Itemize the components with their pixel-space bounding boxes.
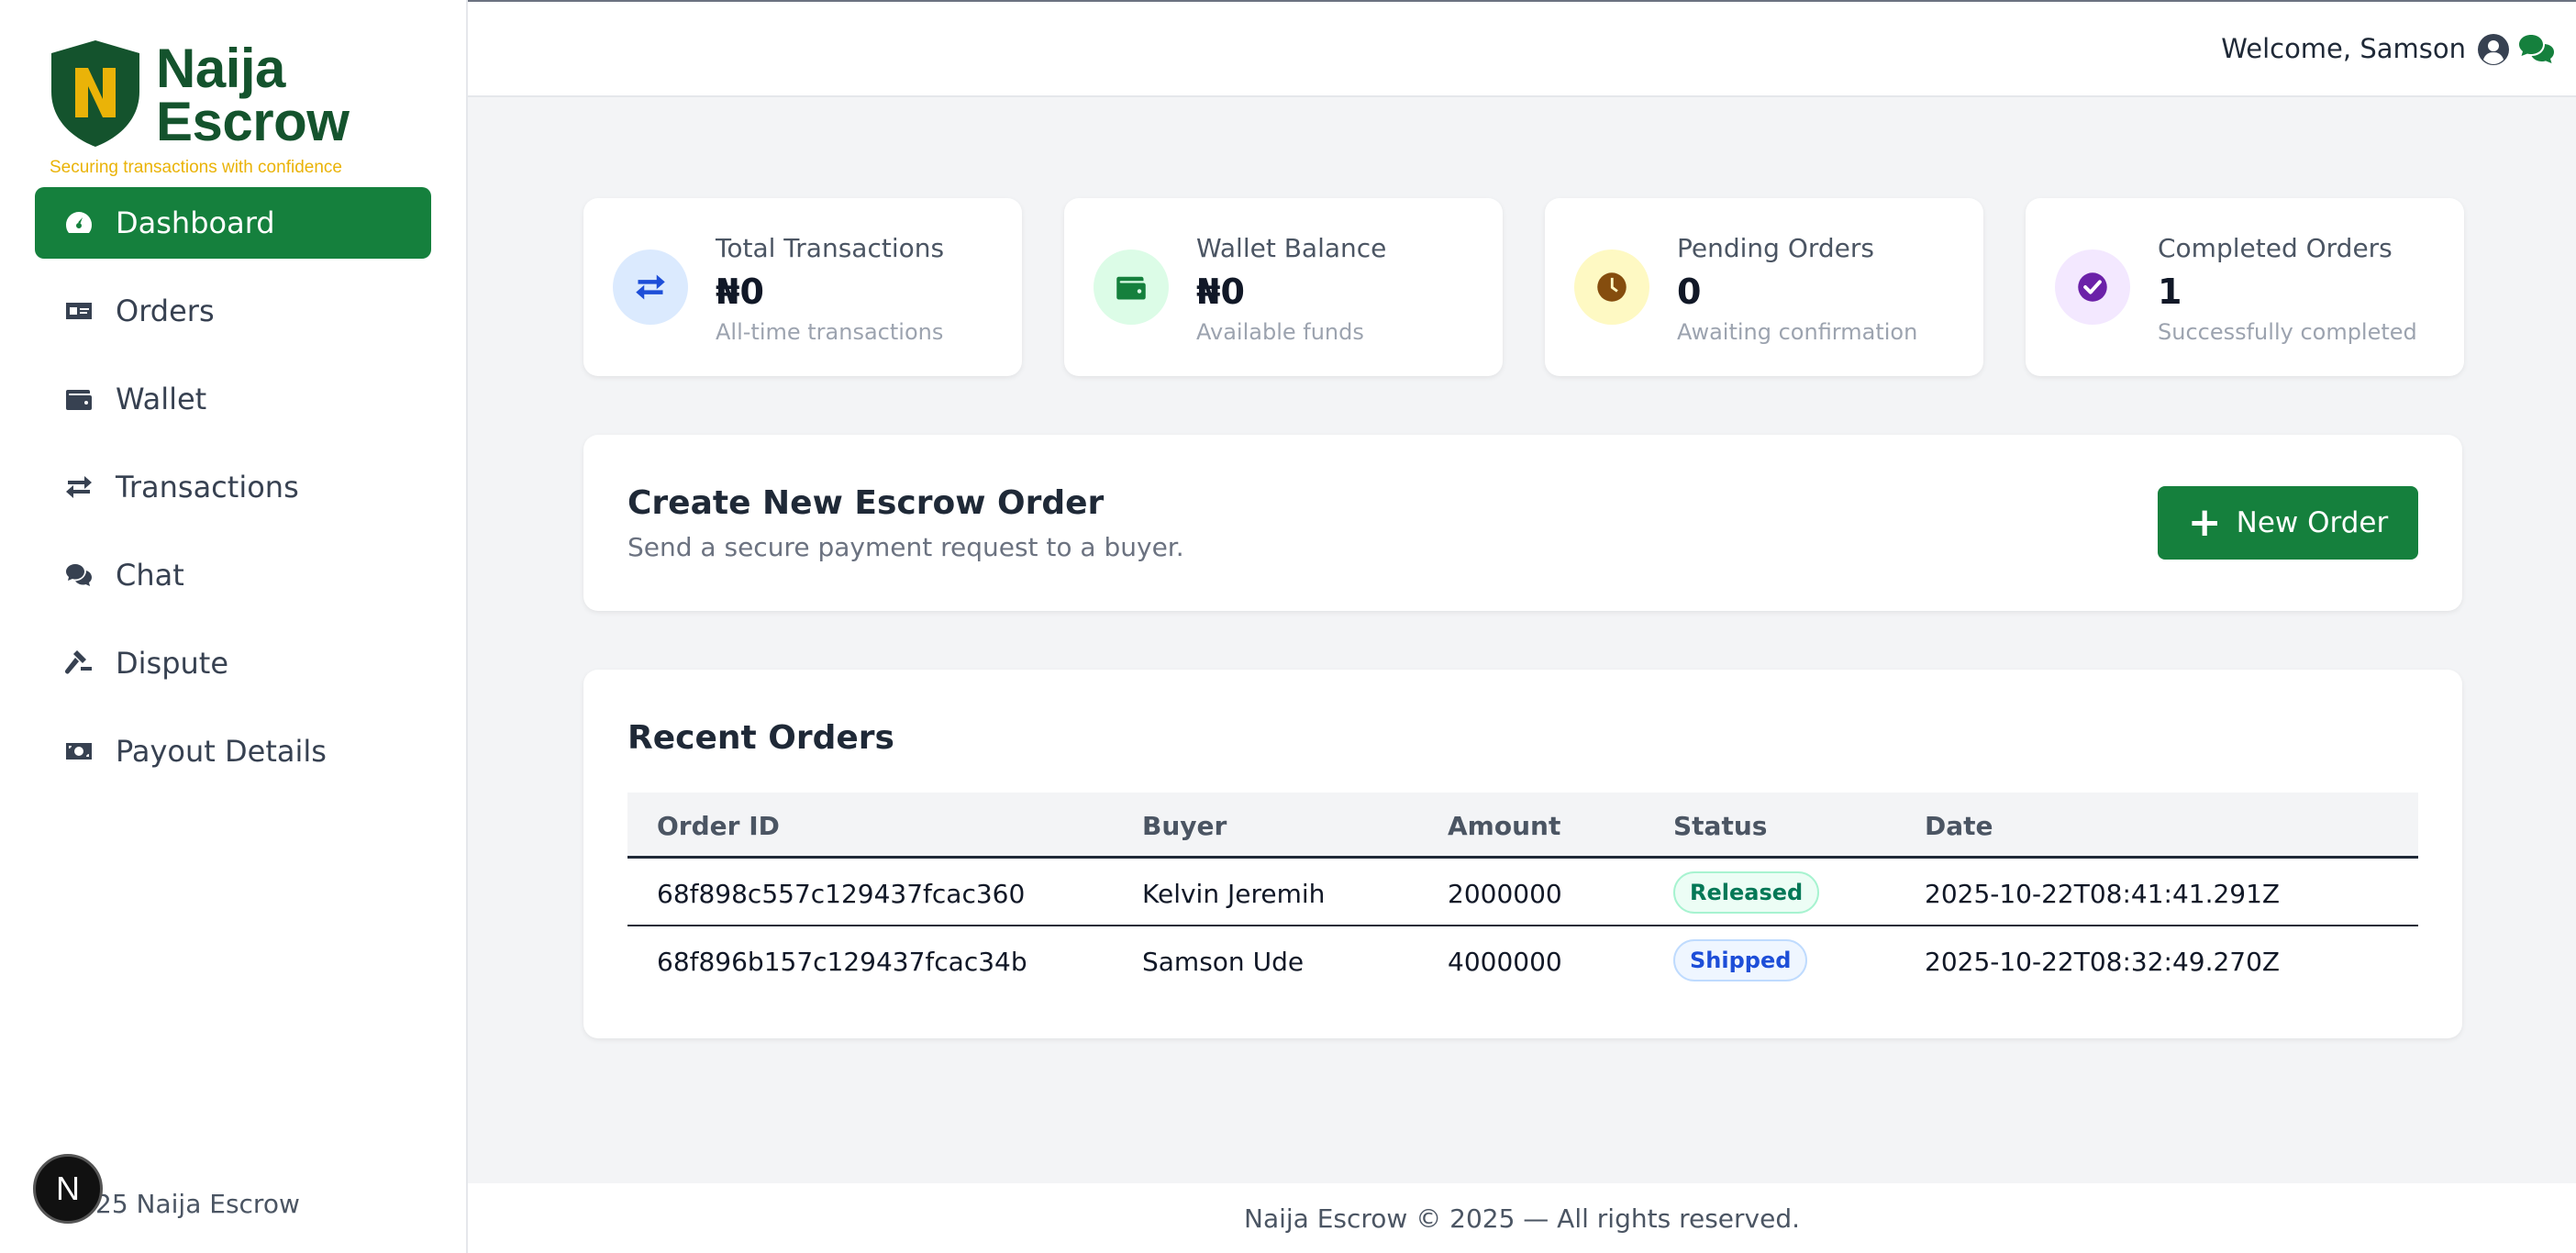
stat-title: Total Transactions — [716, 233, 945, 263]
create-order-subtitle: Send a secure payment request to a buyer… — [627, 532, 1184, 562]
sidebar-item-dashboard[interactable]: Dashboard — [35, 187, 431, 259]
shield-logo-icon — [51, 40, 139, 147]
order-id-cell: 68f898c557c129437fcac360 — [657, 879, 1026, 909]
status-badge: Released — [1673, 871, 1820, 914]
table-row[interactable]: 68f896b157c129437fcac34b Samson Ude 4000… — [627, 926, 2418, 994]
buyer-cell: Kelvin Jeremih — [1142, 879, 1326, 909]
top-bar: Welcome, Samson — [468, 0, 2576, 97]
stat-subtitle: Successfully completed — [2158, 319, 2417, 345]
brand-logo[interactable]: Naija Escrow Securing transactions with … — [48, 38, 433, 177]
stat-value: ₦0 — [1196, 272, 1245, 312]
comments-icon — [62, 559, 95, 592]
status-badge: Shipped — [1673, 939, 1808, 981]
recent-orders-table: Order ID Buyer Amount Status Date 68f898… — [627, 793, 2418, 994]
gauge-icon — [62, 206, 95, 239]
table-row[interactable]: 68f898c557c129437fcac360 Kelvin Jeremih … — [627, 859, 2418, 926]
welcome-text: Welcome, Samson — [2221, 33, 2466, 64]
date-cell: 2025-10-22T08:41:41.291Z — [1925, 879, 2281, 909]
table-header: Order ID Buyer Amount Status Date — [627, 793, 2418, 859]
new-order-button[interactable]: + New Order — [2158, 486, 2418, 560]
sidebar-item-transactions[interactable]: Transactions — [35, 451, 431, 523]
recent-orders-title: Recent Orders — [627, 719, 894, 757]
nextjs-dev-badge[interactable]: N — [33, 1154, 103, 1224]
stat-subtitle: Awaiting confirmation — [1677, 319, 1918, 345]
sidebar-item-label: Dashboard — [116, 205, 275, 240]
wallet-icon — [62, 383, 95, 416]
sidebar-item-label: Wallet — [116, 382, 207, 416]
wallet-icon — [1094, 249, 1169, 325]
sidebar-item-label: Chat — [116, 558, 184, 593]
column-header-date[interactable]: Date — [1925, 811, 1993, 841]
check-circle-icon — [2055, 249, 2130, 325]
gavel-icon — [62, 647, 95, 680]
money-check-icon — [62, 294, 95, 327]
plus-icon: + — [2187, 499, 2222, 546]
stat-card-pending-orders: Pending Orders 0 Awaiting confirmation — [1545, 198, 1983, 376]
column-header-status[interactable]: Status — [1673, 811, 1768, 841]
clock-icon — [1574, 249, 1649, 325]
stat-subtitle: All-time transactions — [716, 319, 944, 345]
recent-orders-card: Recent Orders Order ID Buyer Amount Stat… — [583, 670, 2462, 1038]
stat-value: ₦0 — [716, 272, 764, 312]
amount-cell: 4000000 — [1448, 947, 1562, 977]
sidebar: Naija Escrow Securing transactions with … — [0, 0, 468, 1253]
arrows-exchange-icon — [62, 471, 95, 504]
sidebar-item-label: Dispute — [116, 646, 229, 681]
sidebar-item-chat[interactable]: Chat — [35, 539, 431, 611]
create-order-title: Create New Escrow Order — [627, 484, 1105, 522]
amount-cell: 2000000 — [1448, 879, 1562, 909]
column-header-buyer[interactable]: Buyer — [1142, 811, 1227, 841]
buyer-cell: Samson Ude — [1142, 947, 1305, 977]
stat-title: Pending Orders — [1677, 233, 1874, 263]
stat-title: Wallet Balance — [1196, 233, 1387, 263]
create-order-card: Create New Escrow Order Send a secure pa… — [583, 435, 2462, 611]
stat-card-wallet-balance: Wallet Balance ₦0 Available funds — [1064, 198, 1503, 376]
sidebar-item-label: Orders — [116, 294, 215, 328]
date-cell: 2025-10-22T08:32:49.270Z — [1925, 947, 2281, 977]
footer-text: Naija Escrow © 2025 — All rights reserve… — [1244, 1203, 1800, 1234]
stat-value: 0 — [1677, 272, 1702, 312]
column-header-order-id[interactable]: Order ID — [657, 811, 780, 841]
column-header-amount[interactable]: Amount — [1448, 811, 1561, 841]
user-circle-icon[interactable] — [2477, 33, 2510, 66]
sidebar-item-label: Transactions — [116, 470, 299, 505]
stat-card-total-transactions: Total Transactions ₦0 All-time transacti… — [583, 198, 1022, 376]
new-order-label: New Order — [2236, 506, 2389, 539]
brand-tagline: Securing transactions with confidence — [50, 158, 342, 177]
money-bill-icon — [62, 735, 95, 768]
sidebar-item-dispute[interactable]: Dispute — [35, 627, 431, 699]
stat-title: Completed Orders — [2158, 233, 2393, 263]
sidebar-item-wallet[interactable]: Wallet — [35, 363, 431, 435]
sidebar-item-label: Payout Details — [116, 734, 327, 769]
sidebar-item-orders[interactable]: Orders — [35, 275, 431, 347]
sidebar-nav: Dashboard Orders Wallet Transactions Cha… — [35, 187, 431, 804]
comments-icon[interactable] — [2517, 33, 2556, 66]
exchange-icon — [613, 249, 688, 325]
stat-value: 1 — [2158, 272, 2182, 312]
stat-subtitle: Available funds — [1196, 319, 1364, 345]
sidebar-copyright: 25 Naija Escrow — [95, 1189, 300, 1219]
page-footer: Naija Escrow © 2025 — All rights reserve… — [468, 1183, 2576, 1253]
stat-card-completed-orders: Completed Orders 1 Successfully complete… — [2026, 198, 2464, 376]
brand-name: Naija Escrow — [156, 38, 350, 152]
order-id-cell: 68f896b157c129437fcac34b — [657, 947, 1027, 977]
sidebar-item-payout-details[interactable]: Payout Details — [35, 715, 431, 787]
